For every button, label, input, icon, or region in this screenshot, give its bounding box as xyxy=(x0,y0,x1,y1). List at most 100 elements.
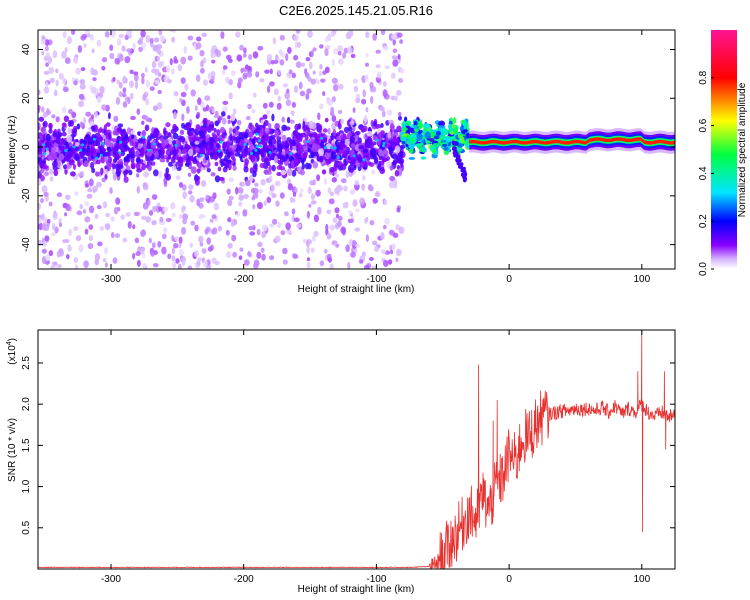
heatmap-cell xyxy=(383,259,389,268)
heatmap-cell xyxy=(347,261,351,269)
heatmap-cell xyxy=(386,109,393,116)
heatmap-cell xyxy=(395,257,399,263)
heatmap-cell xyxy=(102,152,108,157)
heatmap-cell xyxy=(70,171,76,177)
heatmap-cell xyxy=(142,94,147,101)
heatmap-cell xyxy=(459,136,465,143)
heatmap-cell xyxy=(417,122,424,129)
heatmap-cell xyxy=(269,81,275,87)
heatmap-cell xyxy=(251,124,255,132)
heatmap-cell xyxy=(261,224,268,232)
heatmap-cell xyxy=(310,50,314,58)
heatmap-cell xyxy=(324,117,329,123)
heatmap-cell xyxy=(144,66,148,73)
heatmap-cell xyxy=(250,154,256,163)
heatmap-cell xyxy=(45,254,50,262)
heatmap-cell xyxy=(290,160,295,168)
heatmap-cell xyxy=(359,197,365,205)
heatmap-cell xyxy=(238,194,244,201)
heatmap-cell xyxy=(462,166,466,171)
heatmap-cell xyxy=(196,36,202,42)
snr-axes: -300 -200 -100 0 100 0.5 1.0 1.5 2.0 2.5 xyxy=(21,330,675,585)
heatmap-cell xyxy=(293,217,300,223)
heatmap-cell xyxy=(154,80,160,85)
heatmap-cell xyxy=(236,54,243,62)
heatmap-cell xyxy=(125,30,132,36)
heatmap-cell xyxy=(268,139,273,145)
heatmap-cell xyxy=(394,145,401,154)
heatmap-cell xyxy=(143,142,147,149)
heatmap-cell xyxy=(201,248,207,254)
heatmap-cell xyxy=(138,46,143,53)
heatmap-cell xyxy=(227,217,232,223)
snr-ylabel: SNR (10 * v/v) xyxy=(7,418,18,482)
heatmap-cell xyxy=(256,251,262,259)
heatmap-cell xyxy=(462,177,467,182)
heatmap-cell xyxy=(272,218,278,225)
heatmap-cell xyxy=(44,39,50,46)
heatmap-cell xyxy=(227,242,233,249)
heatmap-cell xyxy=(251,108,256,114)
heatmap-cell xyxy=(122,75,127,84)
heatmap-cell xyxy=(67,244,72,252)
heatmap-cell xyxy=(291,169,297,177)
heatmap-cell xyxy=(140,73,145,78)
heatmap-cell xyxy=(38,202,41,210)
heatmap-cell xyxy=(353,164,357,170)
heatmap-cell xyxy=(171,36,176,43)
heatmap-cell xyxy=(87,156,92,162)
heatmap-cell xyxy=(374,192,381,197)
heatmap-cell xyxy=(243,132,250,139)
heatmap-cell xyxy=(53,169,59,177)
heatmap-cell xyxy=(355,96,361,104)
heatmap-cell xyxy=(207,246,213,252)
heatmap-cell xyxy=(130,130,135,135)
heatmap-cell xyxy=(169,30,174,33)
heatmap-cell xyxy=(291,101,296,108)
heatmap-cell xyxy=(196,168,201,174)
heatmap-cell xyxy=(228,79,233,86)
heatmap-cell xyxy=(405,120,412,127)
heatmap-cell xyxy=(237,81,242,89)
heatmap-cell xyxy=(285,99,292,107)
snr-xtick-label: -100 xyxy=(366,574,386,585)
heatmap-cell xyxy=(157,142,161,148)
heatmap-cell xyxy=(453,117,457,124)
heatmap-cell xyxy=(350,189,356,195)
heatmap-cell xyxy=(96,181,102,188)
heatmap-cell xyxy=(90,86,97,94)
heatmap-cell xyxy=(260,247,265,253)
heatmap-cell xyxy=(391,153,398,160)
heatmap-cell xyxy=(67,147,72,152)
heatmap-cell xyxy=(263,141,268,146)
heatmap-cell xyxy=(149,37,154,44)
heatmap-cell xyxy=(157,170,163,179)
heatmap-cell xyxy=(313,214,319,223)
heatmap-cell xyxy=(94,214,99,219)
heatmap-cell xyxy=(60,145,66,151)
heatmap-cell xyxy=(306,88,312,94)
heatmap-cell xyxy=(236,125,240,130)
heatmap-cell xyxy=(222,142,226,150)
heatmap-cell xyxy=(124,34,129,41)
heatmap-cell xyxy=(105,212,110,218)
heatmap-cell xyxy=(84,216,91,223)
heatmap-cell xyxy=(121,140,128,146)
heatmap-cell xyxy=(132,252,136,260)
heatmap-cell xyxy=(364,264,370,269)
heatmap-cell xyxy=(167,132,172,138)
heatmap-cell xyxy=(177,64,183,72)
heatmap-cell xyxy=(263,119,269,127)
heatmap-cell xyxy=(259,78,265,83)
heatmap-cell xyxy=(247,66,251,71)
heatmap-cell xyxy=(165,122,171,128)
multiplier-exponent: 4 xyxy=(6,341,13,345)
heatmap-cell xyxy=(443,129,449,135)
heatmap-cell xyxy=(296,142,303,151)
heatmap-cell xyxy=(176,166,182,171)
heatmap-cell xyxy=(459,165,464,170)
heatmap-cell xyxy=(432,143,440,147)
heatmap-cell xyxy=(321,169,327,175)
heatmap-cell xyxy=(238,255,243,260)
heatmap-cell xyxy=(289,119,295,124)
